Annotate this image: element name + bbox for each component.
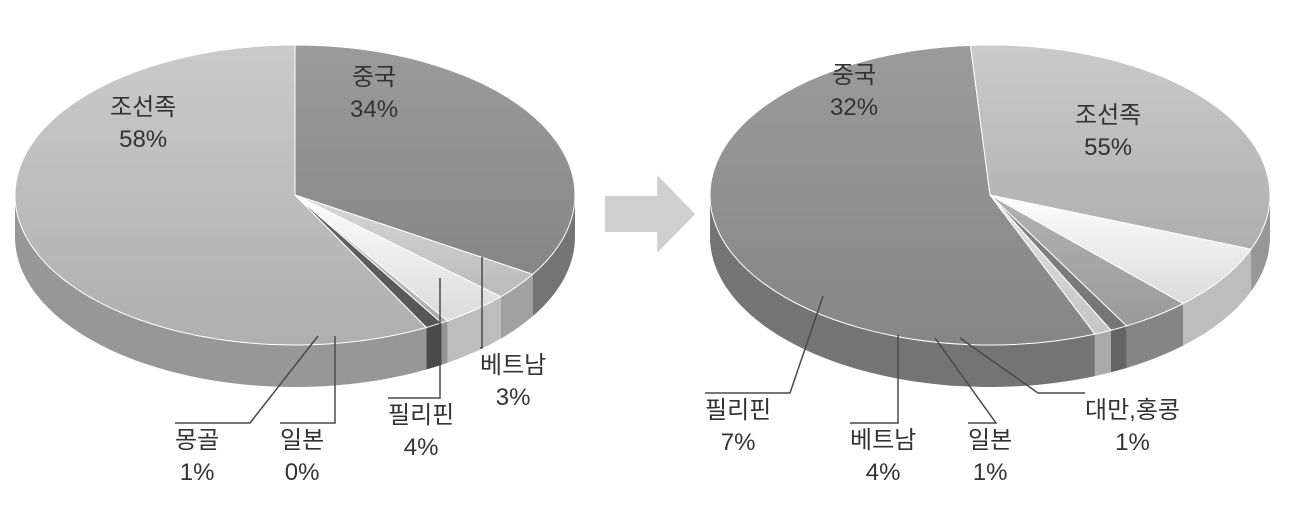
leader-lines <box>0 0 1299 531</box>
